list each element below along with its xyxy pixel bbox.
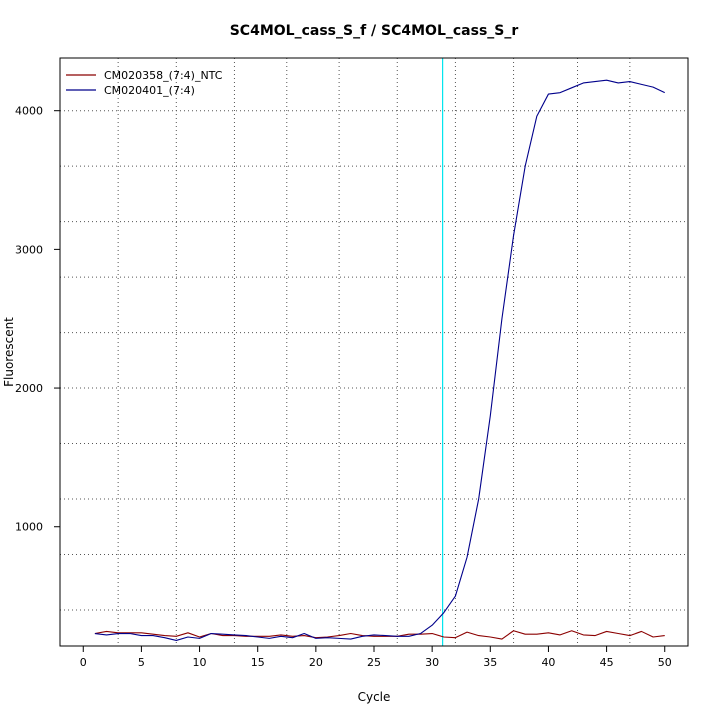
- x-axis-label: Cycle: [358, 690, 391, 704]
- x-tick-label: 20: [309, 656, 323, 669]
- series-group: [94, 79, 665, 642]
- series-line-2: [94, 79, 665, 642]
- x-tick-label: 10: [193, 656, 207, 669]
- y-tick-label: 1000: [15, 521, 43, 534]
- legend-label-1: CM020358_(7:4)_NTC: [104, 69, 223, 82]
- x-tick-label: 0: [80, 656, 87, 669]
- x-tick-label: 15: [251, 656, 265, 669]
- y-axis-label: Fluorescent: [2, 317, 16, 387]
- axes: 0 5 10 15 20 25 30 35 40 45 50 1000 2000 3000 4000: [15, 105, 672, 669]
- x-tick-label: 50: [658, 656, 672, 669]
- plot-frame: [59, 57, 689, 647]
- grid: [60, 58, 688, 646]
- x-tick-label: 40: [541, 656, 555, 669]
- y-tick-label: 3000: [15, 243, 43, 256]
- x-tick-label: 30: [425, 656, 439, 669]
- chart-title: SC4MOL_cass_S_f / SC4MOL_cass_S_r: [230, 23, 519, 39]
- legend: CM020358_(7:4)_NTC CM020401_(7:4): [66, 69, 223, 97]
- series-line-1: [94, 630, 665, 640]
- x-tick-label: 45: [600, 656, 614, 669]
- legend-label-2: CM020401_(7:4): [104, 84, 195, 97]
- x-tick-label: 25: [367, 656, 381, 669]
- x-tick-label: 35: [483, 656, 497, 669]
- x-tick-label: 5: [138, 656, 145, 669]
- y-tick-label: 4000: [15, 105, 43, 118]
- y-tick-label: 2000: [15, 382, 43, 395]
